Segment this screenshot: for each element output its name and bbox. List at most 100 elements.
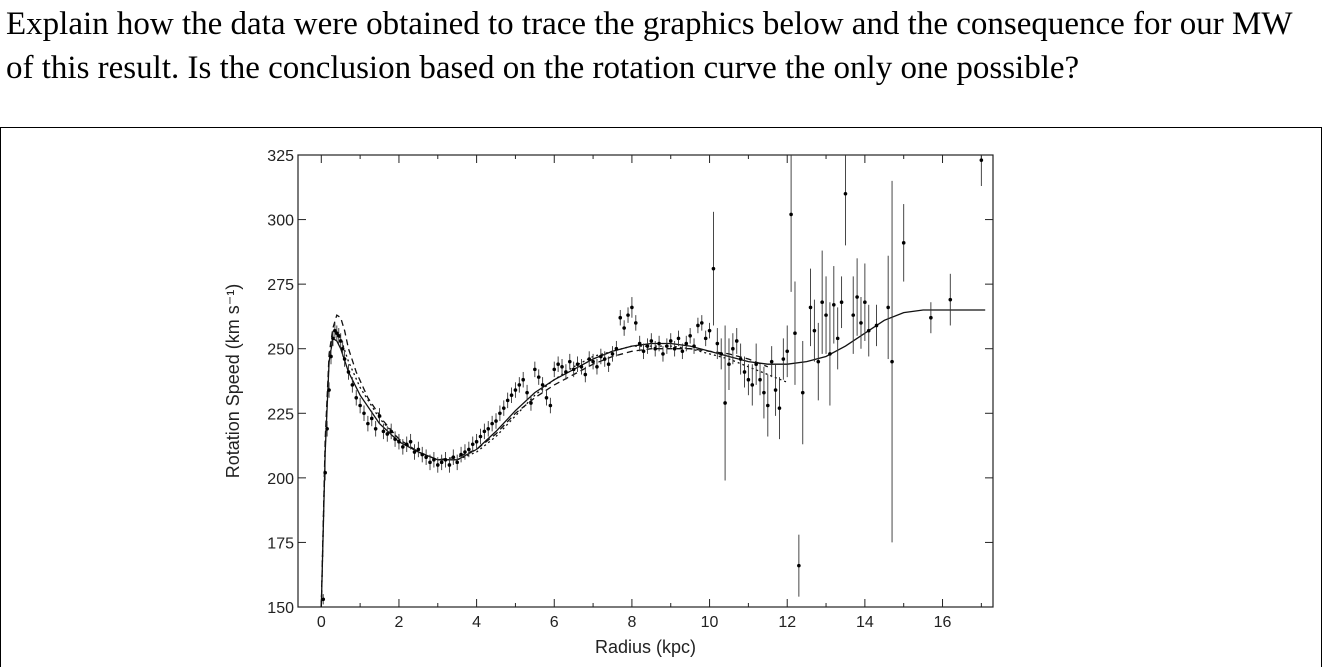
data-point: [333, 328, 337, 333]
data-point: [727, 362, 731, 367]
data-point: [688, 334, 692, 338]
data-point: [641, 349, 646, 354]
data-point: [478, 434, 483, 439]
model-curves: [320, 309, 986, 607]
data-point: [723, 401, 727, 405]
data-point: [389, 429, 393, 434]
data-point: [630, 305, 634, 310]
data-point: [665, 344, 669, 348]
data-point: [599, 354, 603, 359]
data-point: [591, 359, 595, 364]
data-point: [699, 321, 704, 325]
data-point: [346, 370, 351, 374]
data-point: [614, 346, 619, 351]
data-point: [832, 303, 836, 307]
data-point: [676, 336, 681, 341]
data-point: [381, 429, 386, 434]
data-point: [618, 315, 623, 320]
x-tick-label: 2: [394, 614, 403, 631]
axis-labels: 0 2 4 6 8 10 12 14 16 150 175 200 225 250 275 300 325 Rad…: [223, 148, 952, 657]
data-point: [738, 357, 743, 361]
y-tick-label: 275: [267, 277, 294, 294]
data-point: [571, 367, 576, 372]
data-point: [424, 455, 428, 459]
data-point: [533, 367, 537, 372]
plot-axes: [297, 154, 994, 608]
data-point: [762, 390, 766, 395]
data-point: [703, 336, 708, 341]
y-tick-label: 200: [267, 471, 294, 488]
data-point: [855, 295, 859, 299]
data-point: [863, 300, 867, 305]
data-point: [595, 364, 599, 369]
data-point: [649, 339, 654, 343]
data-point: [412, 450, 417, 454]
data-point: [781, 357, 786, 361]
data-point: [536, 375, 541, 379]
data-point: [552, 367, 557, 372]
data-point: [397, 439, 401, 444]
data-point: [715, 341, 720, 346]
x-tick-label: 14: [856, 614, 874, 631]
data-point: [800, 390, 805, 395]
data-point: [385, 432, 390, 436]
data-point: [404, 442, 409, 447]
data-point: [793, 331, 797, 336]
data-point: [420, 452, 425, 457]
data-point: [583, 372, 588, 377]
data-point: [808, 305, 813, 310]
data-point: [622, 326, 626, 330]
data-point: [692, 344, 696, 348]
data-point: [637, 341, 642, 346]
data-point: [336, 334, 341, 338]
data-point: [350, 383, 355, 387]
x-tick-label: 6: [550, 614, 559, 631]
data-point: [746, 377, 751, 382]
data-point: [451, 455, 456, 459]
data-point: [560, 364, 564, 369]
data-point: [824, 313, 828, 317]
data-point: [684, 341, 689, 346]
rotation-curve-chart: 0 2 4 6 8 10 12 14 16 150 175 200 225 250 275 300 325 Rad…: [223, 148, 994, 657]
x-tick-label: 16: [934, 614, 952, 631]
data-point: [486, 426, 491, 431]
data-point: [839, 300, 844, 305]
data-point: [443, 457, 448, 462]
data-point: [342, 357, 347, 361]
data-point: [859, 321, 863, 325]
data-point: [377, 414, 382, 418]
dotted-curve: [320, 332, 788, 607]
data-point: [439, 460, 444, 465]
data-point: [633, 321, 638, 325]
data-point: [657, 341, 661, 346]
data-point: [672, 346, 677, 351]
data-point: [501, 406, 506, 410]
data-point: [321, 597, 326, 602]
data-point: [548, 403, 553, 408]
data-point: [474, 439, 479, 444]
data-point: [325, 426, 329, 431]
data-point: [766, 403, 770, 408]
data-point: [680, 349, 685, 354]
data-point: [948, 297, 953, 302]
x-tick-label: 12: [778, 614, 796, 631]
data-point: [886, 305, 890, 310]
y-tick-label: 150: [267, 600, 294, 617]
data-point: [754, 362, 758, 367]
data-point: [901, 241, 906, 245]
x-tick-label: 0: [317, 614, 326, 631]
data-point: [362, 411, 366, 416]
x-tick-label: 8: [627, 614, 636, 631]
data-point: [327, 388, 331, 392]
data-point: [505, 398, 510, 403]
data-point: [358, 403, 362, 408]
data-point: [610, 352, 615, 356]
data-point: [513, 388, 518, 392]
data-point: [467, 447, 471, 452]
data-point: [575, 362, 580, 367]
data-points: [321, 155, 984, 605]
data-point: [626, 313, 630, 317]
data-point: [866, 328, 871, 333]
data-point: [874, 323, 879, 328]
data-point: [602, 357, 607, 361]
